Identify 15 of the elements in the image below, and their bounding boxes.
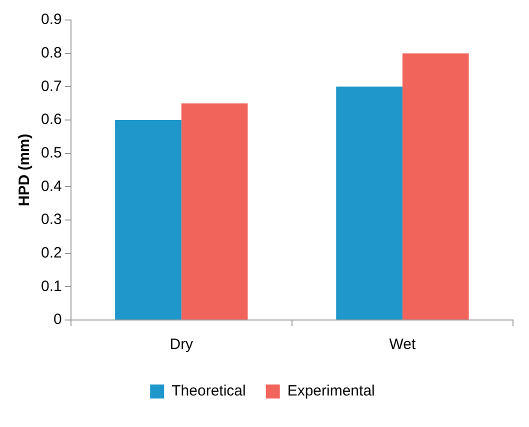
y-tick-label: 0.3 [40, 211, 62, 228]
y-tick-label: 0.5 [40, 144, 62, 162]
y-tick-label: 0.2 [40, 244, 62, 262]
y-tick-label: 0.1 [40, 278, 62, 295]
legend-label: Theoretical [172, 382, 246, 400]
legend-label: Experimental [287, 382, 375, 400]
y-tick-label: 0.7 [40, 78, 62, 95]
y-tick-label: 0 [54, 311, 62, 328]
y-axis-title: HPD (mm) [16, 134, 34, 206]
x-tick-label: Dry [170, 336, 194, 354]
y-tick-label: 0.8 [40, 44, 62, 62]
y-tick-label: 0.4 [40, 178, 62, 195]
x-tick-label: Wet [389, 336, 416, 354]
y-tick-label: 0.9 [40, 11, 62, 28]
y-tick-label: 0.6 [40, 111, 62, 128]
